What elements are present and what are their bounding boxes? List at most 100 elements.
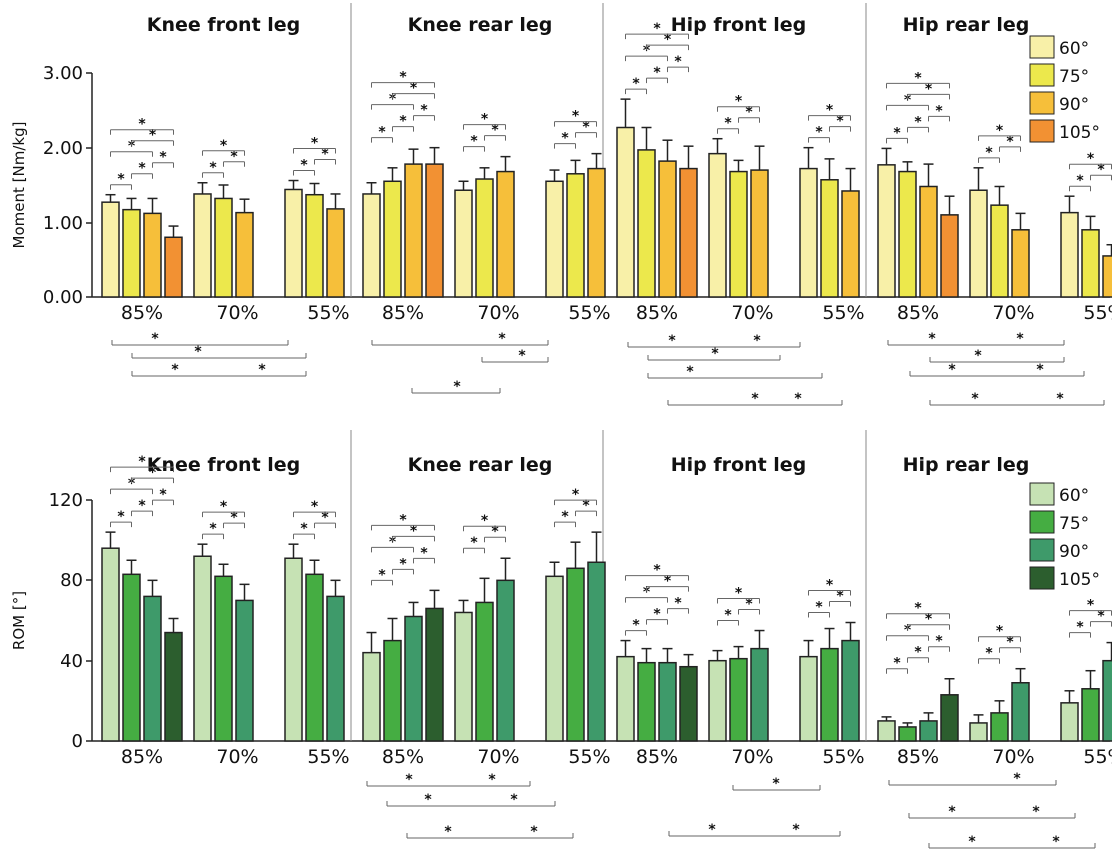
category-label: 85%: [382, 746, 424, 768]
category-label: 70%: [216, 746, 258, 768]
significance-marker: *: [1097, 609, 1105, 625]
bar: [1060, 211, 1079, 298]
legend-swatch: [1029, 510, 1055, 534]
significance-marker: *: [914, 114, 922, 130]
bar: [566, 567, 585, 742]
bar: [122, 208, 141, 298]
y-axis-label: ROM [°]: [10, 591, 28, 650]
significance-marker: *: [209, 160, 217, 176]
legend-swatch: [1029, 91, 1055, 115]
significance-marker: *: [399, 70, 407, 86]
significance-marker: *: [836, 114, 844, 130]
bar: [1102, 659, 1112, 742]
bar: [587, 167, 606, 298]
significance-marker: *: [399, 556, 407, 572]
bar: [637, 661, 656, 742]
significance-marker: *: [420, 103, 428, 119]
bar: [1081, 688, 1100, 742]
significance-marker: *: [792, 822, 800, 838]
significance-marker: *: [735, 94, 743, 110]
significance-marker: *: [258, 362, 266, 378]
significance-marker: *: [1013, 771, 1021, 787]
bar: [898, 170, 917, 298]
bar: [637, 149, 656, 298]
category-label: 55%: [1083, 302, 1112, 324]
bar: [143, 212, 162, 298]
significance-marker: *: [149, 128, 157, 144]
panel-title: Knee rear leg: [408, 454, 553, 476]
significance-marker: *: [893, 656, 901, 672]
bar: [587, 561, 606, 742]
panel-title: Knee rear leg: [408, 14, 553, 36]
significance-marker: *: [753, 333, 761, 349]
legend-swatch: [1029, 482, 1055, 506]
bar: [1060, 702, 1079, 742]
legend-label: 75°: [1059, 67, 1089, 87]
significance-marker: *: [138, 498, 146, 514]
significance-marker: *: [751, 391, 759, 407]
significance-marker: *: [1087, 598, 1095, 614]
significance-marker: *: [424, 792, 432, 808]
bar: [545, 575, 564, 742]
bar: [305, 573, 324, 742]
significance-marker: *: [914, 601, 922, 617]
significance-marker: *: [643, 43, 651, 59]
significance-marker: *: [1097, 162, 1105, 178]
significance-marker: *: [928, 331, 936, 347]
significance-marker: *: [311, 136, 319, 152]
category-label: 70%: [992, 302, 1034, 324]
bar: [101, 547, 120, 742]
significance-marker: *: [674, 596, 682, 612]
panel-title: Knee front leg: [147, 454, 301, 476]
significance-marker: *: [321, 510, 329, 526]
significance-marker: *: [745, 597, 753, 613]
bar: [940, 214, 959, 298]
bar: [1011, 682, 1030, 742]
significance-marker: *: [518, 348, 526, 364]
significance-marker: *: [914, 70, 922, 86]
bar: [193, 193, 212, 298]
bar: [496, 170, 515, 298]
significance-marker: *: [735, 586, 743, 602]
significance-marker: *: [724, 116, 732, 132]
bar: [101, 201, 120, 298]
significance-marker: *: [1076, 620, 1084, 636]
category-label: 55%: [568, 746, 610, 768]
significance-marker: *: [498, 331, 506, 347]
significance-marker: *: [405, 772, 413, 788]
bar: [820, 179, 839, 298]
legend-label: 90°: [1059, 95, 1089, 115]
significance-marker: *: [117, 172, 125, 188]
significance-marker: *: [399, 114, 407, 130]
significance-marker: *: [836, 589, 844, 605]
significance-marker: *: [1076, 173, 1084, 189]
significance-marker: *: [653, 21, 661, 37]
category-label: 55%: [307, 746, 349, 768]
bar: [235, 211, 254, 298]
category-label: 85%: [897, 746, 939, 768]
bar: [1011, 229, 1030, 298]
bar: [566, 173, 585, 298]
significance-marker: *: [1052, 834, 1060, 850]
panel-title: Hip rear leg: [903, 454, 1030, 476]
significance-marker: *: [582, 498, 590, 514]
significance-marker: *: [948, 804, 956, 820]
bar: [454, 189, 473, 298]
significance-marker: *: [117, 509, 125, 525]
category-label: 85%: [382, 302, 424, 324]
significance-marker: *: [194, 344, 202, 360]
significance-marker: *: [481, 513, 489, 529]
bar: [475, 601, 494, 742]
y-axis-label: Moment [Nm/kg]: [10, 122, 28, 249]
significance-marker: *: [149, 465, 157, 481]
significance-marker: *: [470, 134, 478, 150]
significance-marker: *: [220, 499, 228, 515]
bar: [708, 659, 727, 742]
bar: [969, 189, 988, 298]
significance-marker: *: [815, 125, 823, 141]
significance-marker: *: [653, 607, 661, 623]
significance-marker: *: [321, 147, 329, 163]
significance-marker: *: [668, 333, 676, 349]
category-label: 85%: [897, 302, 939, 324]
bar: [940, 694, 959, 742]
